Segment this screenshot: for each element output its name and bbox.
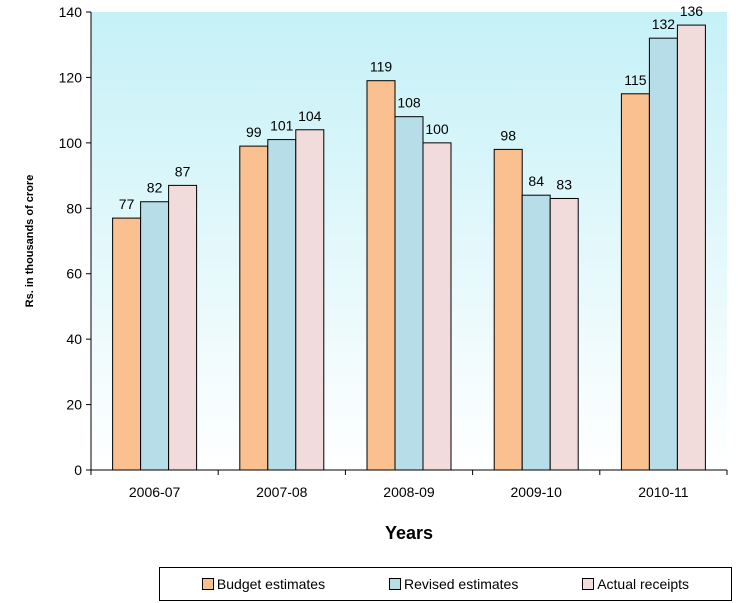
bar xyxy=(140,201,170,471)
bar xyxy=(493,148,523,471)
legend-label: Budget estimates xyxy=(216,576,326,592)
x-tick-label: 2006-07 xyxy=(129,484,181,500)
legend-item: Actual receipts xyxy=(582,576,689,592)
legend-swatch xyxy=(201,578,214,590)
bar xyxy=(239,145,269,471)
legend: Budget estimates Revised estimates Actual … xyxy=(159,567,732,601)
y-tick-label: 0 xyxy=(74,462,82,478)
bars-group xyxy=(112,24,706,471)
data-label: 87 xyxy=(175,163,191,179)
y-tick-label: 20 xyxy=(66,397,82,413)
y-ticks-group: 0 20 40 60 80 100 120 140 xyxy=(59,4,91,478)
data-label: 99 xyxy=(246,124,262,140)
bar xyxy=(112,217,142,471)
data-label: 115 xyxy=(624,72,647,88)
x-tick-label: 2010-11 xyxy=(638,484,689,500)
data-label: 84 xyxy=(528,173,544,189)
legend-swatch xyxy=(388,578,401,590)
legend-label: Revised estimates xyxy=(403,576,519,592)
data-label: 132 xyxy=(652,16,676,32)
x-tick-label: 2008-09 xyxy=(383,484,435,500)
data-label: 101 xyxy=(270,118,294,134)
y-tick-label: 40 xyxy=(66,331,82,347)
data-label: 136 xyxy=(680,3,704,19)
legend-item: Budget estimates xyxy=(201,576,326,592)
y-tick-label: 80 xyxy=(66,200,82,216)
bar xyxy=(521,194,551,471)
bar xyxy=(648,37,678,471)
y-tick-label: 140 xyxy=(59,4,83,20)
bar xyxy=(366,80,396,471)
legend-swatch xyxy=(582,578,595,590)
data-label: 77 xyxy=(119,196,135,212)
x-axis-title: Years xyxy=(385,523,433,543)
data-label: 119 xyxy=(370,59,393,75)
legend-label: Actual receipts xyxy=(597,576,690,592)
x-tick-label: 2009-10 xyxy=(511,484,563,500)
y-tick-label: 100 xyxy=(59,135,83,151)
bar xyxy=(267,139,297,471)
data-label: 82 xyxy=(147,180,163,196)
legend-item: Revised estimates xyxy=(388,576,519,592)
bar xyxy=(676,24,706,471)
y-axis-title: Rs. in thousands of crore xyxy=(24,175,36,308)
data-label: 104 xyxy=(298,108,322,124)
y-tick-label: 120 xyxy=(59,69,83,85)
bar xyxy=(620,93,650,471)
x-ticks-group: 2006-07 2007-08 2008-09 2009-10 2010-11 xyxy=(90,470,728,500)
bar xyxy=(295,129,325,471)
data-label: 83 xyxy=(556,176,572,192)
bar xyxy=(168,184,198,471)
bar xyxy=(549,197,579,471)
data-label: 98 xyxy=(500,127,516,143)
bar xyxy=(422,142,452,471)
data-label: 100 xyxy=(425,121,449,137)
y-tick-label: 60 xyxy=(66,266,82,282)
x-tick-label: 2007-08 xyxy=(256,484,308,500)
data-label: 108 xyxy=(397,95,421,111)
bar xyxy=(394,116,424,471)
